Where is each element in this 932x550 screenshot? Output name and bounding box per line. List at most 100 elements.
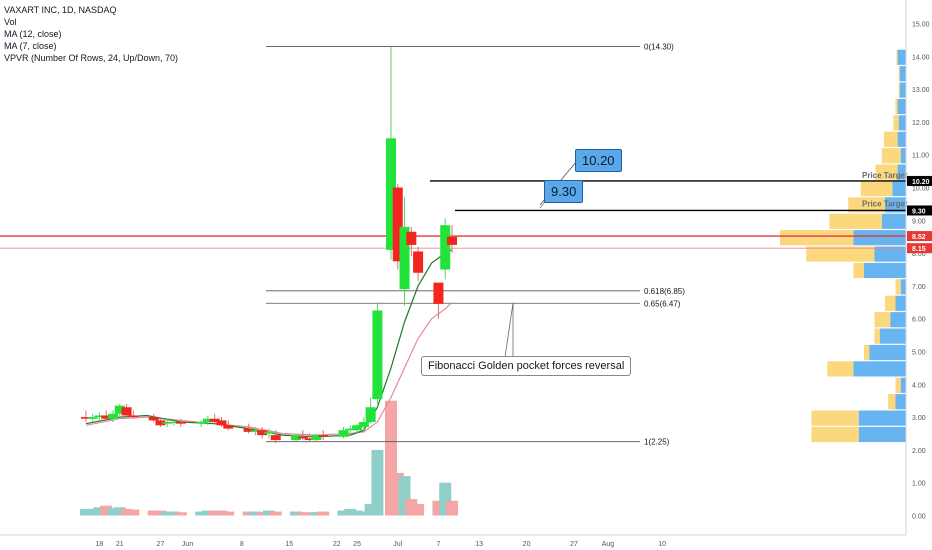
volume-bar-27	[317, 511, 330, 516]
x-tick-7: 25	[353, 541, 361, 548]
volume-bar-22	[269, 511, 282, 516]
vpvr-down-0	[896, 49, 898, 65]
vpvr-down-20	[895, 377, 901, 393]
volume-bar-31	[357, 511, 370, 516]
candle-19	[250, 426, 261, 436]
volume-bar-3	[100, 505, 113, 516]
legend-symbol[interactable]: VAXART INC, 1D, NASDAQ	[4, 5, 117, 15]
annotation-golden-pocket[interactable]: Fibonacci Golden pocket forces reversal	[421, 356, 632, 376]
x-axis: 18 21 27 Jun 8 15 22 25 Jul 7 13 20 27 Aug 10	[96, 541, 667, 548]
ma12-line	[85, 249, 453, 438]
price-label-0: 10.20	[907, 175, 932, 186]
volume-bars	[79, 400, 458, 516]
candle-6	[121, 403, 132, 418]
candle-33	[372, 302, 383, 404]
volume-bar-32	[364, 504, 377, 516]
volume-bar-29	[344, 508, 357, 516]
y-tick-10: 10.00	[912, 186, 930, 193]
vpvr-down-8	[860, 180, 893, 197]
callout-9-30[interactable]: 9.30	[544, 180, 584, 203]
candle-27	[318, 430, 329, 441]
callout-10-20[interactable]: 10.20	[575, 149, 622, 172]
price-label-2: 8.52	[907, 231, 932, 242]
vpvr-up-16	[890, 312, 906, 328]
vpvr-down-23	[811, 426, 859, 443]
candle-26	[311, 433, 322, 442]
annot-pointer-1	[504, 302, 514, 358]
x-tick-8: Jul	[393, 541, 402, 548]
candle-20	[257, 426, 268, 439]
vpvr-down-9	[848, 197, 885, 213]
candle-3	[101, 410, 112, 421]
horizontal-lines	[0, 180, 906, 249]
vpvr-up-12	[874, 246, 906, 262]
x-tick-10: 13	[475, 541, 483, 548]
vpvr-up-13	[864, 262, 906, 279]
candle-39	[433, 282, 444, 319]
legend-vol[interactable]: Vol	[4, 17, 17, 27]
volume-bar-6	[120, 508, 133, 516]
y-tick-9: 9.00	[912, 218, 926, 225]
candle-30	[352, 423, 363, 434]
x-tick-9: 7	[436, 541, 440, 548]
legend-ma12[interactable]: MA (12, close)	[4, 29, 62, 39]
vpvr-down-16	[874, 312, 891, 328]
fib-label-3: 1(2.25)	[644, 438, 670, 447]
price-label-3: 8.15	[907, 243, 932, 254]
vpvr-up-11	[853, 230, 906, 246]
fib-label-1: 0.618(6.85)	[644, 287, 685, 296]
vpvr-up-5	[897, 131, 906, 147]
candle-31	[358, 417, 369, 431]
candle-11	[169, 418, 180, 426]
volume-bar-41	[446, 500, 458, 516]
vpvr-down-4	[893, 115, 899, 131]
vpvr-down-11	[780, 230, 854, 246]
candle-16	[216, 417, 227, 427]
chart-legend: VAXART INC, 1D, NASDAQ Vol MA (12, close…	[4, 4, 178, 64]
vpvr-down-14	[895, 279, 901, 295]
y-tick-12: 12.00	[912, 120, 930, 127]
volume-bar-14	[201, 510, 214, 516]
vpvr-up-7	[897, 164, 906, 180]
candle-18	[243, 423, 254, 434]
volume-bar-21	[262, 510, 275, 516]
candle-37	[406, 226, 417, 257]
volume-bar-30	[351, 510, 364, 516]
vpvr-down-5	[883, 131, 898, 147]
fib-label-2: 0.65(6.47)	[644, 299, 681, 308]
svg-text:8.15: 8.15	[912, 246, 926, 253]
vpvr-down-12	[806, 246, 875, 262]
volume-bar-15	[208, 510, 221, 516]
vpvr-up-3	[897, 98, 906, 115]
candle-32	[365, 397, 376, 424]
volume-bar-19	[249, 511, 262, 516]
y-tick-6: 6.00	[912, 317, 926, 324]
x-tick-14: 10	[658, 541, 666, 548]
vpvr-down-22	[811, 410, 859, 426]
vpvr-down-6	[881, 148, 901, 164]
svg-text:10.20: 10.20	[912, 179, 930, 186]
vpvr-down-10	[829, 213, 882, 229]
volume-bar-7	[127, 509, 140, 516]
candle-24	[297, 430, 308, 441]
candle-34	[385, 46, 396, 260]
vpvr-down-7	[875, 164, 898, 180]
volume-bar-28	[337, 510, 350, 516]
candle-5	[114, 403, 125, 418]
candle-17	[223, 420, 234, 431]
vpvr-up-23	[858, 426, 906, 443]
x-tick-12: 27	[570, 541, 578, 548]
candle-35	[392, 184, 403, 270]
legend-ma7[interactable]: MA (7, close)	[4, 41, 57, 51]
candle-41	[447, 225, 457, 254]
y-tick-0: 0.00	[912, 514, 926, 521]
volume-bar-2	[93, 507, 106, 516]
x-tick-6: 22	[333, 541, 341, 548]
x-tick-13: Aug	[602, 541, 615, 548]
volume-bar-13	[195, 511, 208, 516]
y-tick-2: 2.00	[912, 448, 926, 455]
legend-vpvr[interactable]: VPVR (Number Of Rows, 24, Up/Down, 70)	[4, 53, 179, 63]
price-target-label-2: Price Target	[862, 199, 908, 208]
candle-9	[155, 417, 166, 427]
